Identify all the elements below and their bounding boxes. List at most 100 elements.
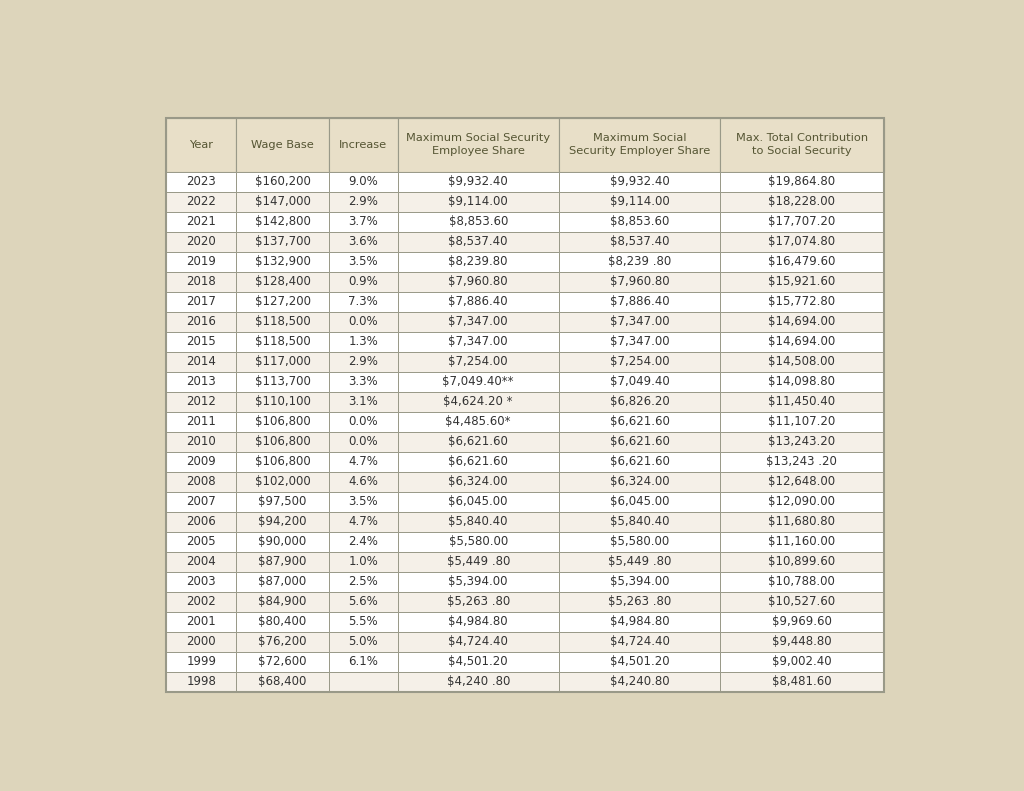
Bar <box>720 331 884 352</box>
Text: $9,932.40: $9,932.40 <box>449 175 508 188</box>
Text: $19,864.80: $19,864.80 <box>768 175 836 188</box>
Bar <box>329 552 397 572</box>
Bar <box>166 232 237 252</box>
Text: $7,886.40: $7,886.40 <box>609 295 670 308</box>
Text: 2000: 2000 <box>186 635 216 649</box>
Text: $9,002.40: $9,002.40 <box>772 655 831 668</box>
Bar <box>329 412 397 432</box>
Bar <box>329 292 397 312</box>
Bar <box>559 252 720 271</box>
Text: Wage Base: Wage Base <box>251 140 314 149</box>
Bar <box>237 412 329 432</box>
Bar <box>329 471 397 492</box>
Bar <box>166 572 237 592</box>
Bar <box>720 212 884 232</box>
Bar <box>720 191 884 212</box>
Text: $13,243.20: $13,243.20 <box>768 435 836 448</box>
Bar <box>720 532 884 552</box>
Text: $4,984.80: $4,984.80 <box>609 615 670 628</box>
Bar <box>397 352 559 372</box>
Bar <box>329 572 397 592</box>
Bar <box>166 652 237 672</box>
Text: $4,984.80: $4,984.80 <box>449 615 508 628</box>
Text: 4.7%: 4.7% <box>348 456 378 468</box>
Bar <box>559 452 720 471</box>
Bar <box>559 672 720 692</box>
Text: 6.1%: 6.1% <box>348 655 378 668</box>
Bar <box>166 512 237 532</box>
Bar <box>559 232 720 252</box>
Bar <box>720 252 884 271</box>
Bar <box>720 312 884 331</box>
Text: $7,960.80: $7,960.80 <box>609 275 670 288</box>
Bar <box>397 652 559 672</box>
Bar <box>397 118 559 172</box>
Text: $87,000: $87,000 <box>258 575 307 589</box>
Bar <box>559 512 720 532</box>
Text: 2002: 2002 <box>186 596 216 608</box>
Bar <box>397 331 559 352</box>
Bar <box>329 252 397 271</box>
Text: $7,254.00: $7,254.00 <box>609 355 670 369</box>
Bar <box>720 412 884 432</box>
Text: $10,899.60: $10,899.60 <box>768 555 836 568</box>
Text: $84,900: $84,900 <box>258 596 307 608</box>
Text: $128,400: $128,400 <box>255 275 310 288</box>
Bar <box>329 331 397 352</box>
Text: $6,324.00: $6,324.00 <box>609 475 670 488</box>
Bar <box>166 412 237 432</box>
Bar <box>166 632 237 652</box>
Text: 2011: 2011 <box>186 415 216 428</box>
Text: 2003: 2003 <box>186 575 216 589</box>
Bar <box>237 452 329 471</box>
Bar <box>559 492 720 512</box>
Bar <box>329 492 397 512</box>
Text: $106,800: $106,800 <box>255 435 310 448</box>
Text: 2009: 2009 <box>186 456 216 468</box>
Text: 2023: 2023 <box>186 175 216 188</box>
Text: 3.3%: 3.3% <box>348 375 378 388</box>
Text: $11,450.40: $11,450.40 <box>768 396 836 408</box>
Text: $8,239 .80: $8,239 .80 <box>608 255 671 268</box>
Bar <box>397 312 559 331</box>
Text: $14,508.00: $14,508.00 <box>768 355 836 369</box>
Text: $113,700: $113,700 <box>255 375 310 388</box>
Text: 3.5%: 3.5% <box>348 255 378 268</box>
Text: 2.4%: 2.4% <box>348 536 378 548</box>
Text: 9.0%: 9.0% <box>348 175 378 188</box>
Bar <box>166 452 237 471</box>
Bar <box>237 191 329 212</box>
Bar <box>237 432 329 452</box>
Bar <box>237 512 329 532</box>
Text: Max. Total Contribution
to Social Security: Max. Total Contribution to Social Securi… <box>735 133 868 157</box>
Bar <box>166 552 237 572</box>
Bar <box>720 672 884 692</box>
Text: $9,932.40: $9,932.40 <box>609 175 670 188</box>
Text: $7,347.00: $7,347.00 <box>449 335 508 348</box>
Text: $5,449 .80: $5,449 .80 <box>446 555 510 568</box>
Bar <box>397 632 559 652</box>
Bar <box>397 252 559 271</box>
Bar <box>720 432 884 452</box>
Bar <box>166 611 237 632</box>
Bar <box>720 592 884 611</box>
Bar <box>397 232 559 252</box>
Text: $132,900: $132,900 <box>255 255 310 268</box>
Bar <box>397 592 559 611</box>
Bar <box>237 352 329 372</box>
Text: $6,621.60: $6,621.60 <box>609 456 670 468</box>
Text: $6,324.00: $6,324.00 <box>449 475 508 488</box>
Text: $9,114.00: $9,114.00 <box>609 195 670 208</box>
Bar <box>397 372 559 392</box>
Text: $160,200: $160,200 <box>255 175 310 188</box>
Bar <box>397 412 559 432</box>
Text: $6,045.00: $6,045.00 <box>449 495 508 509</box>
Bar <box>397 392 559 412</box>
Text: $16,479.60: $16,479.60 <box>768 255 836 268</box>
Text: $5,840.40: $5,840.40 <box>449 515 508 528</box>
Bar <box>237 172 329 191</box>
Text: 0.0%: 0.0% <box>348 315 378 328</box>
Text: $11,680.80: $11,680.80 <box>768 515 836 528</box>
Text: 1998: 1998 <box>186 676 216 688</box>
Bar <box>397 572 559 592</box>
